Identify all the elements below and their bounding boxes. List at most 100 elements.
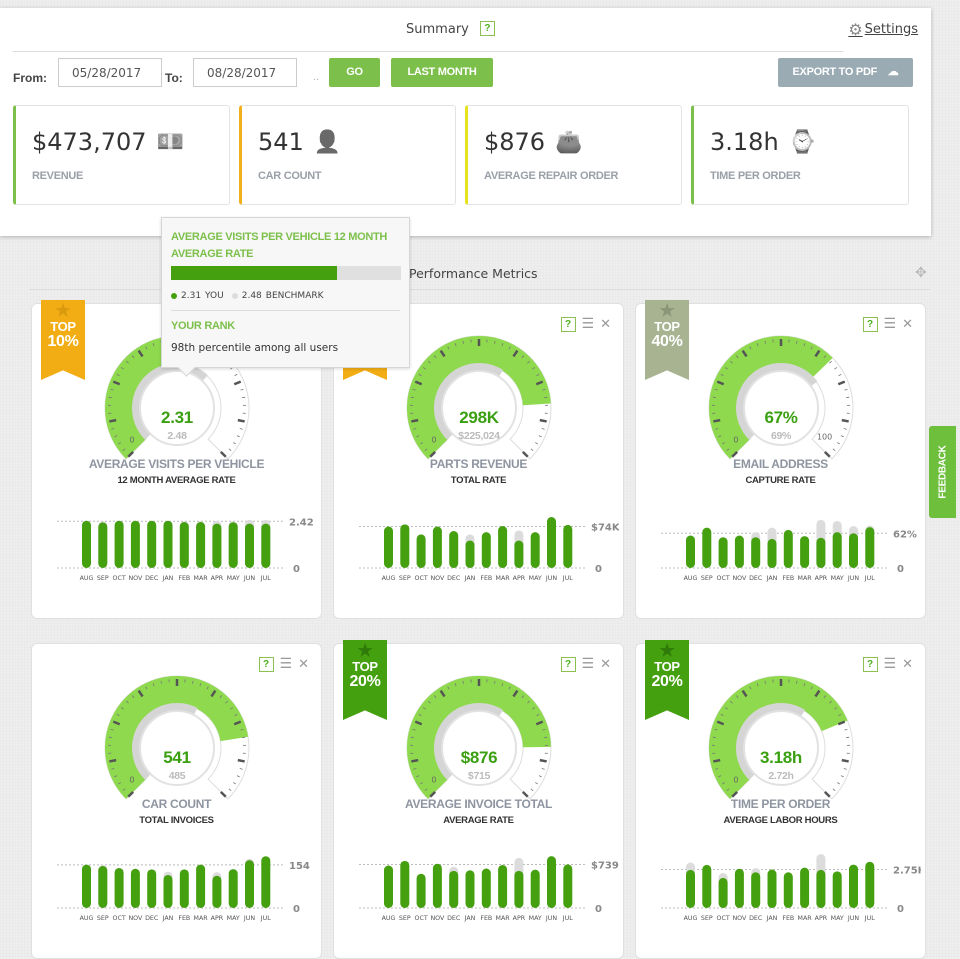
month-label: OCT [414, 915, 427, 922]
close-icon[interactable]: ✕ [902, 657, 913, 672]
menu-icon[interactable]: ☰ [884, 656, 897, 672]
month-label: NOV [732, 915, 747, 922]
help-icon[interactable]: ? [480, 21, 495, 36]
value-bar [417, 874, 426, 908]
close-icon[interactable]: ✕ [600, 657, 611, 672]
zero-label: 0 [897, 564, 904, 575]
value-bar [735, 536, 744, 568]
settings-link[interactable]: ⚙ Settings [848, 20, 918, 39]
star-icon: ★ [41, 302, 85, 320]
gauge-value: 541 [97, 748, 257, 768]
menu-icon[interactable]: ☰ [582, 316, 595, 332]
month-label: SEP [97, 915, 109, 922]
month-label: OCT [716, 575, 729, 582]
value-bar [865, 527, 874, 568]
help-icon[interactable]: ? [561, 317, 576, 332]
value-bar [735, 869, 744, 908]
rank-text: 98th percentile among all users [171, 342, 338, 354]
feedback-label: FEEDBACK [937, 445, 948, 498]
reference-label: 2.75H [893, 866, 921, 877]
card-subtitle: AVERAGE RATE [334, 815, 623, 826]
value-bar [417, 534, 426, 568]
month-label: MAR [496, 575, 511, 582]
month-label: APR [211, 575, 224, 582]
close-icon[interactable]: ✕ [902, 317, 913, 332]
go-button[interactable]: GO [329, 58, 380, 87]
month-label: AUG [80, 915, 94, 922]
help-icon[interactable]: ? [561, 657, 576, 672]
move-icon[interactable]: ✥ [915, 265, 927, 281]
ribbon-percent: 20% [645, 674, 689, 690]
month-label: MAR [194, 915, 209, 922]
value-bar [433, 864, 442, 908]
gauge-benchmark: 2.72h [701, 770, 861, 782]
last-month-button[interactable]: LAST MONTH [391, 58, 493, 87]
menu-icon[interactable]: ☰ [582, 656, 595, 672]
help-icon[interactable]: ? [863, 317, 878, 332]
gauge-benchmark: 69% [701, 430, 861, 442]
gear-icon: ⚙ [848, 20, 862, 39]
export-label: EXPORT TO PDF [793, 66, 878, 78]
value-bar [563, 864, 572, 908]
value-bar [686, 870, 695, 908]
reference-label: 154 [289, 861, 310, 872]
you-dot-icon [171, 293, 177, 299]
month-label: SEP [701, 575, 713, 582]
kpi-value: 541 [258, 128, 304, 156]
value-bar [768, 870, 777, 909]
kpi-value-row: 541👤 [258, 128, 341, 156]
kpi-value: $473,707 [32, 128, 147, 156]
kpi-card-average-repair-order: $876👛AVERAGE REPAIR ORDER [465, 105, 682, 205]
you-value: 2.31 [181, 291, 201, 301]
month-label: DEC [145, 915, 159, 922]
value-bar [115, 521, 124, 568]
value-bar [768, 539, 777, 568]
summary-panel: Summary ? ⚙ Settings From: To: .. GO LAS… [0, 8, 931, 236]
value-bar [849, 533, 858, 568]
value-bar [702, 528, 711, 568]
month-label: JUL [562, 575, 573, 582]
export-pdf-button[interactable]: EXPORT TO PDF ☁ [778, 58, 913, 87]
help-icon[interactable]: ? [863, 657, 878, 672]
menu-icon[interactable]: ☰ [884, 316, 897, 332]
month-label: JAN [162, 575, 174, 582]
month-label: JUN [545, 575, 557, 582]
gauge-value: 67% [701, 408, 861, 428]
rank-tooltip: AVERAGE VISITS PER VEHICLE 12 MONTH AVER… [161, 217, 410, 368]
value-bar [229, 869, 238, 908]
menu-icon[interactable]: ☰ [280, 656, 293, 672]
close-icon[interactable]: ✕ [298, 657, 309, 672]
kpi-value-row: 3.18h⌚ [710, 128, 816, 156]
value-bar [498, 865, 507, 908]
help-icon[interactable]: ? [259, 657, 274, 672]
month-label: AUG [684, 915, 698, 922]
kpi-label: CAR COUNT [258, 170, 321, 182]
month-label: FEB [782, 915, 794, 922]
value-bar [719, 878, 728, 908]
reference-label: $74K [591, 523, 619, 534]
feedback-tab[interactable]: FEEDBACK [929, 426, 956, 518]
month-label: MAR [496, 915, 511, 922]
close-icon[interactable]: ✕ [600, 317, 611, 332]
settings-label: Settings [865, 22, 918, 37]
star-icon: ★ [343, 642, 387, 660]
month-label: AUG [382, 575, 396, 582]
zero-label: 0 [293, 904, 300, 915]
zero-label: 0 [595, 904, 602, 915]
money-icon: 💵 [157, 130, 184, 155]
value-bar [131, 869, 140, 908]
value-bar [482, 532, 491, 568]
value-bar [800, 536, 809, 568]
month-label: JAN [464, 575, 476, 582]
to-date-input[interactable] [193, 58, 297, 87]
month-label: FEB [178, 575, 190, 582]
from-date-input[interactable] [58, 58, 162, 87]
gauge: 0 $876 $715 [399, 670, 559, 810]
card-toolbar: ? ☰ ✕ [863, 656, 913, 672]
value-bar [180, 869, 189, 908]
gauge: 0 541 485 [97, 670, 257, 810]
month-label: NOV [430, 575, 445, 582]
